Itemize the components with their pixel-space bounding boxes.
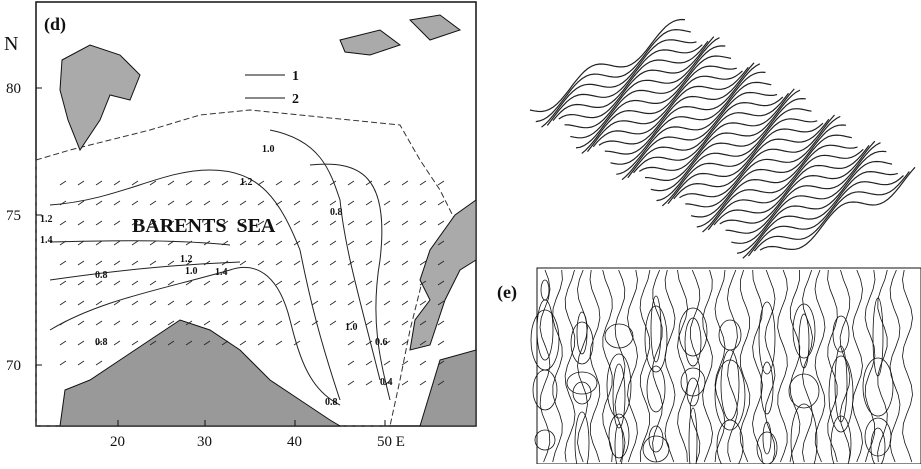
surface-mesh [731,151,886,243]
surface-mesh [680,115,835,198]
contour-line [603,270,613,462]
figure: 1 2 (d) N BARENTS SEA 80 75 70 20 30 40 50 E 1.… [0,0,921,464]
contour-label: 1.2 [40,214,53,225]
contour-ring [717,420,743,464]
contour-label: 1.2 [180,254,193,265]
contour-line [753,270,763,462]
contour-ring [799,314,809,368]
contour-ring [687,378,699,406]
surface-mesh [760,167,915,250]
north-label: N [4,33,18,55]
legend-label: 1 [292,69,299,84]
contour-line [578,270,588,462]
contour-line [728,270,738,462]
contour-line [840,270,850,462]
surface-mesh [570,46,725,138]
surface-mesh [530,20,685,112]
contour-label: 1.2 [240,177,253,188]
sea-label: BARENTS SEA [132,215,276,237]
contour-ring [793,304,815,358]
legend-label: 2 [292,92,299,107]
surface-mesh [691,125,846,217]
contour-ring [575,412,589,464]
contour-label: 1.0 [345,322,358,333]
contour-label: 0.8 [325,397,338,408]
contour-label: 1.4 [40,235,53,246]
surface-plot [530,20,915,259]
contour-label: 0.8 [95,270,108,281]
contour-frame [537,268,921,464]
contour-line [778,270,788,462]
contour-label: 1.0 [262,144,275,155]
contour-ring [531,310,559,370]
contour-ring [535,430,555,450]
surface-mesh [743,172,898,259]
contour-line [565,270,575,462]
contour-line [853,270,863,462]
contour-label: 0.4 [380,377,393,388]
contour-line [640,270,650,462]
contour-line [590,270,600,462]
contour-line [903,270,913,462]
contour-line [803,270,813,462]
contour-line [678,270,688,462]
surface-mesh [565,38,720,128]
contour-ring [761,362,773,414]
contour-ring [763,422,771,454]
contour-label: 0.8 [330,207,343,218]
contour-ring [681,368,705,396]
contour-line [715,270,725,462]
contour-label: 0.8 [95,337,108,348]
contour-line [703,270,713,462]
surface-mesh [639,89,794,171]
contour-ring [791,404,817,464]
contour-label: 0.6 [375,337,388,348]
contour-label: 1.4 [215,267,228,278]
surface-mesh [720,141,875,224]
lon-tick-label: 20 [110,434,125,450]
lat-tick-label: 70 [6,358,21,374]
lon-tick-label: 50 E [377,434,405,450]
panel-label: (d) [44,14,66,35]
contour-ring [689,408,697,464]
contour-plot [531,270,913,464]
contour-ring [679,308,707,356]
contour-ring [715,360,745,430]
contour-line [540,270,550,462]
contour-ring [541,280,549,300]
lon-tick-label: 30 [197,434,212,450]
surface-mesh [651,99,806,191]
contour-line [665,270,675,462]
lon-tick-label: 40 [287,434,302,450]
contour-ring [863,358,893,416]
map-panel: 1 2 (d) N BARENTS SEA 80 75 70 20 30 40 50 E 1.… [4,2,476,450]
contour-line [890,270,900,462]
panel-label: (e) [497,282,517,303]
contour-ring [757,432,777,464]
contour-line [553,270,563,462]
surface-mesh [611,72,766,164]
contour-ring [685,318,701,366]
lat-tick-label: 75 [6,208,21,224]
contour-ring [537,300,553,360]
lat-tick-label: 80 [6,81,21,97]
contour-label: 1.0 [185,266,198,277]
contour-ring [643,436,669,462]
